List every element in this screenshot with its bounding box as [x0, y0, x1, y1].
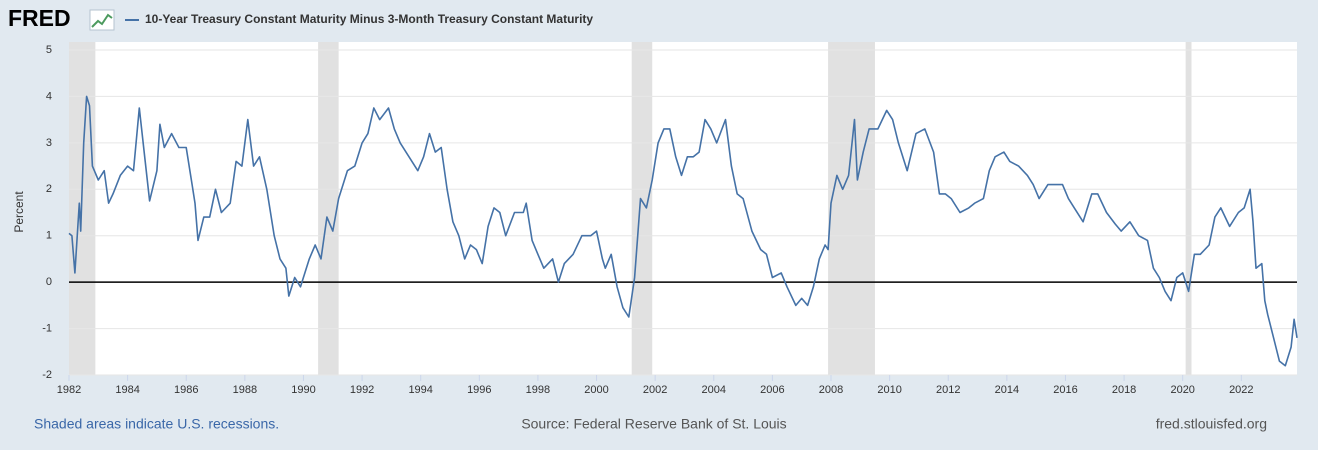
x-tick-label: 2014 [995, 384, 1019, 396]
recession-band [318, 42, 339, 375]
plot-area [69, 42, 1297, 375]
x-tick-label: 2012 [936, 384, 960, 396]
x-tick-label: 1992 [350, 384, 374, 396]
x-tick-label: 2000 [584, 384, 608, 396]
x-tick-label: 2010 [877, 384, 901, 396]
y-tick-label: 0 [46, 276, 52, 288]
y-axis-label: Percent [12, 191, 26, 233]
site: fred.stlouisfed.org [1156, 416, 1267, 432]
x-tick-label: 2016 [1053, 384, 1077, 396]
y-tick-label: -2 [42, 369, 52, 381]
x-tick-label: 1986 [174, 384, 198, 396]
x-tick-label: 2004 [702, 384, 726, 396]
x-tick-label: 2002 [643, 384, 667, 396]
x-tick-label: 2018 [1112, 384, 1136, 396]
logo: FRED [8, 5, 71, 31]
x-tick-label: 2008 [819, 384, 843, 396]
y-tick-label: 5 [46, 44, 52, 56]
x-tick-label: 1996 [467, 384, 491, 396]
source: Source: Federal Reserve Bank of St. Loui… [521, 416, 786, 432]
y-tick-label: 3 [46, 137, 52, 149]
recession-note: Shaded areas indicate U.S. recessions. [34, 416, 279, 432]
recession-band [631, 42, 653, 375]
x-tick-label: 1994 [408, 384, 432, 396]
x-tick-label: 1990 [291, 384, 315, 396]
y-tick-label: 1 [46, 230, 52, 242]
recession-band [828, 42, 875, 375]
logo-icon [89, 9, 115, 31]
x-tick-label: 2022 [1229, 384, 1253, 396]
y-tick-label: 4 [46, 90, 52, 102]
x-tick-label: 1998 [526, 384, 550, 396]
recession-band [1185, 42, 1192, 375]
y-tick-label: 2 [46, 183, 52, 195]
series-line [68, 95, 1298, 367]
x-tick-label: 1988 [233, 384, 257, 396]
y-tick-label: -1 [42, 322, 52, 334]
x-tick-label: 2006 [760, 384, 784, 396]
x-tick-label: 1982 [57, 384, 81, 396]
legend-label: 10-Year Treasury Constant Maturity Minus… [145, 12, 593, 26]
x-tick-label: 2020 [1170, 384, 1194, 396]
x-tick-label: 1984 [115, 384, 139, 396]
